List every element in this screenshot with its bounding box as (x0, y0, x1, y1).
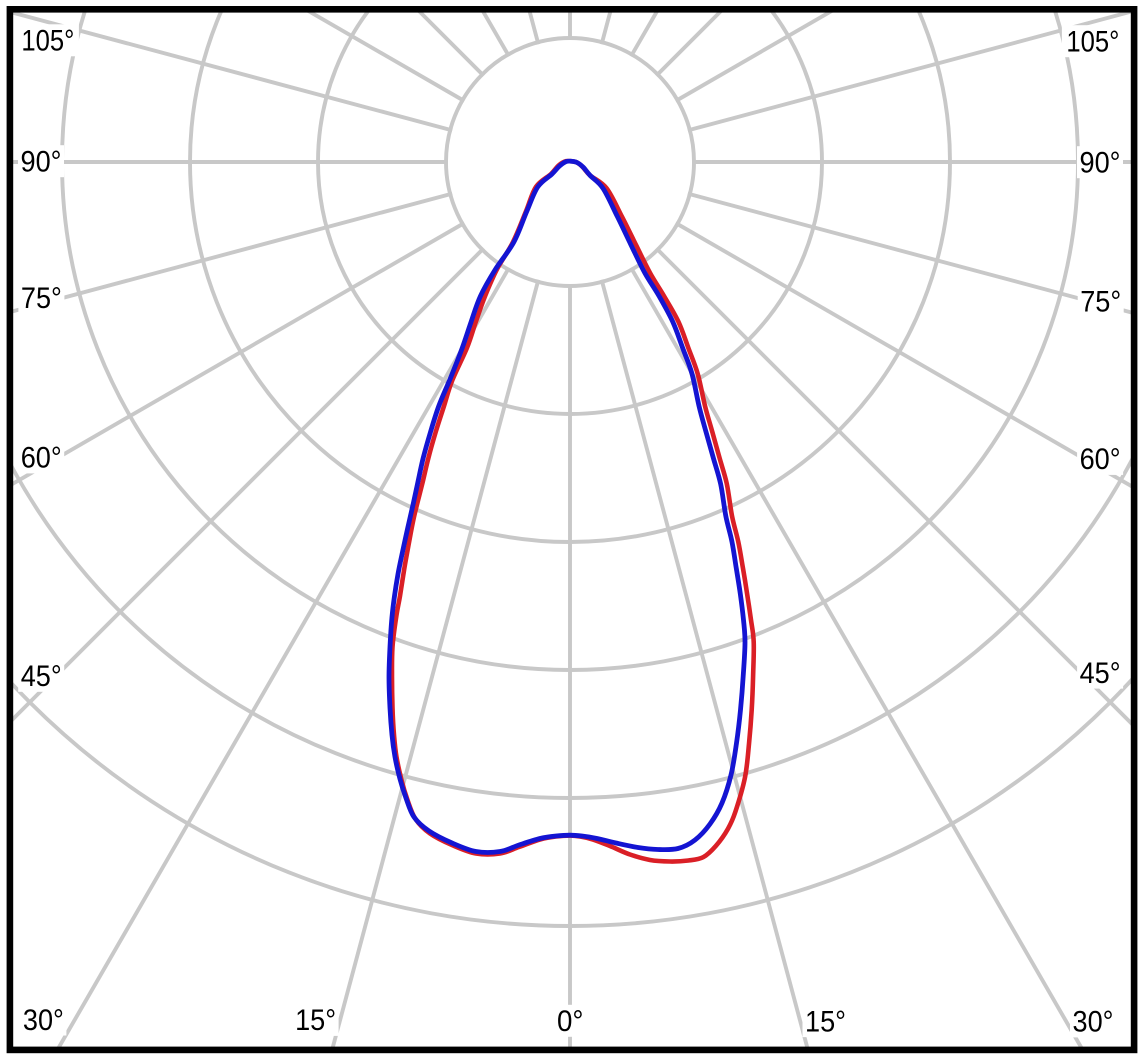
svg-text:75°: 75° (1080, 285, 1121, 318)
svg-text:0°: 0° (557, 1005, 584, 1038)
svg-text:90°: 90° (21, 146, 62, 179)
svg-text:60°: 60° (21, 442, 62, 475)
svg-text:30°: 30° (1073, 1006, 1114, 1039)
svg-text:90°: 90° (1080, 147, 1121, 180)
svg-text:45°: 45° (1080, 657, 1121, 690)
svg-text:105°: 105° (21, 25, 74, 58)
svg-text:30°: 30° (23, 1004, 64, 1037)
svg-text:75°: 75° (21, 282, 62, 315)
svg-text:105°: 105° (1066, 26, 1119, 59)
svg-text:60°: 60° (1080, 443, 1121, 476)
svg-text:15°: 15° (295, 1004, 336, 1037)
svg-text:45°: 45° (21, 660, 62, 693)
svg-text:15°: 15° (805, 1005, 846, 1038)
